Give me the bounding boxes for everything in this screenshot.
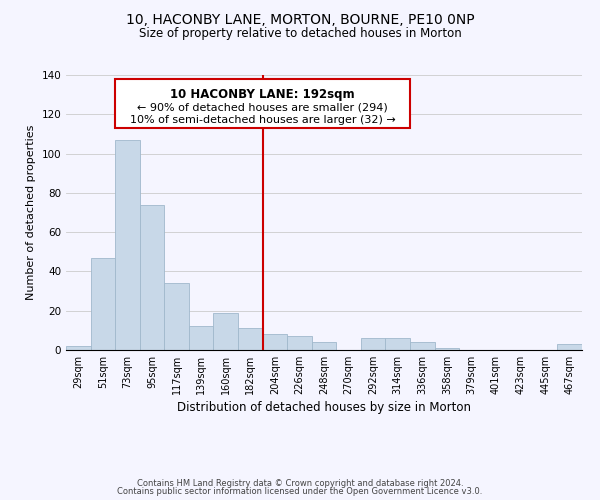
Bar (66, 346, 91, 350)
Bar (91, 258, 115, 350)
Text: 10, HACONBY LANE, MORTON, BOURNE, PE10 0NP: 10, HACONBY LANE, MORTON, BOURNE, PE10 0… (125, 12, 475, 26)
Text: Contains HM Land Registry data © Crown copyright and database right 2024.: Contains HM Land Registry data © Crown c… (137, 478, 463, 488)
Bar (140, 204, 164, 350)
Bar (385, 338, 410, 350)
Bar (164, 283, 189, 350)
Bar (361, 338, 385, 350)
Text: 10 HACONBY LANE: 192sqm: 10 HACONBY LANE: 192sqm (170, 88, 355, 101)
X-axis label: Distribution of detached houses by size in Morton: Distribution of detached houses by size … (177, 401, 471, 414)
Bar (287, 336, 312, 350)
Y-axis label: Number of detached properties: Number of detached properties (26, 125, 36, 300)
Bar (238, 328, 263, 350)
Bar (115, 140, 140, 350)
Bar (214, 312, 238, 350)
Text: Contains public sector information licensed under the Open Government Licence v3: Contains public sector information licen… (118, 487, 482, 496)
Bar (312, 342, 336, 350)
Text: ← 90% of detached houses are smaller (294): ← 90% of detached houses are smaller (29… (137, 103, 388, 113)
Bar (263, 334, 287, 350)
Bar (410, 342, 434, 350)
Bar (189, 326, 214, 350)
Text: Size of property relative to detached houses in Morton: Size of property relative to detached ho… (139, 28, 461, 40)
Bar (557, 344, 582, 350)
Bar (434, 348, 459, 350)
Text: 10% of semi-detached houses are larger (32) →: 10% of semi-detached houses are larger (… (130, 116, 395, 126)
